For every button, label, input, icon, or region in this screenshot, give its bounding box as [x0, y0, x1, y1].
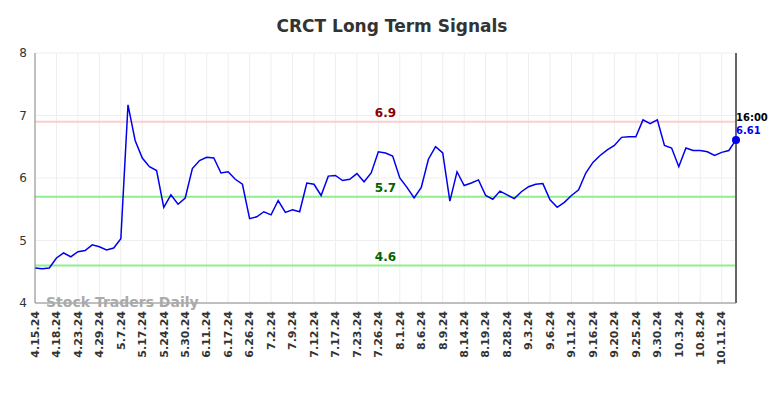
svg-text:5.24.24: 5.24.24 [158, 311, 171, 358]
html-text:CRCT Long Term Signals: CRCT Long Term Signals [276, 16, 508, 36]
svg-text:5.7.24: 5.7.24 [115, 311, 128, 350]
svg-text:10.8.24: 10.8.24 [694, 311, 707, 358]
svg-text:9.25.24: 9.25.24 [630, 311, 643, 358]
svg-text:5.17.24: 5.17.24 [136, 311, 149, 358]
svg-text:8.1.24: 8.1.24 [394, 311, 407, 350]
svg-text:7: 7 [19, 109, 27, 123]
svg-text:7.26.24: 7.26.24 [372, 311, 385, 358]
svg-text:6.26.24: 6.26.24 [243, 311, 256, 358]
svg-text:5.7: 5.7 [375, 181, 396, 195]
svg-text:16:00: 16:00 [736, 112, 768, 123]
svg-text:7.17.24: 7.17.24 [329, 311, 342, 358]
svg-text:9.16.24: 9.16.24 [587, 311, 600, 358]
svg-text:8.19.24: 8.19.24 [479, 311, 492, 358]
svg-text:10.11.24: 10.11.24 [716, 311, 729, 366]
svg-text:8.9.24: 8.9.24 [437, 311, 450, 350]
svg-text:9.20.24: 9.20.24 [608, 311, 621, 358]
svg-text:4: 4 [19, 296, 27, 310]
svg-text:6: 6 [19, 171, 27, 185]
svg-text:4.29.24: 4.29.24 [93, 311, 106, 358]
svg-text:7.2.24: 7.2.24 [265, 311, 278, 350]
svg-text:8.14.24: 8.14.24 [458, 311, 471, 358]
svg-text:9.11.24: 9.11.24 [565, 311, 578, 358]
svg-text:5.30.24: 5.30.24 [179, 311, 192, 358]
svg-text:9.6.24: 9.6.24 [544, 311, 557, 350]
svg-text:6.61: 6.61 [736, 125, 761, 136]
svg-text:8.28.24: 8.28.24 [501, 311, 514, 358]
svg-text:4.18.24: 4.18.24 [50, 311, 63, 358]
svg-text:7.9.24: 7.9.24 [286, 311, 299, 350]
svg-text:10.3.24: 10.3.24 [673, 311, 686, 358]
svg-text:5: 5 [19, 234, 27, 248]
svg-text:4.15.24: 4.15.24 [29, 311, 42, 358]
svg-text:6.17.24: 6.17.24 [222, 311, 235, 358]
svg-text:6.11.24: 6.11.24 [200, 311, 213, 358]
svg-text:7.23.24: 7.23.24 [351, 311, 364, 358]
svg-text:7.12.24: 7.12.24 [308, 311, 321, 358]
svg-text:4.23.24: 4.23.24 [72, 311, 85, 358]
svg-text:4.6: 4.6 [375, 250, 396, 264]
svg-text:6.9: 6.9 [375, 106, 396, 120]
svg-text:8: 8 [19, 46, 27, 60]
html-text:Stock Traders Daily: Stock Traders Daily [46, 294, 199, 310]
svg-text:9.3.24: 9.3.24 [522, 311, 535, 350]
svg-text:9.30.24: 9.30.24 [651, 311, 664, 358]
svg-text:8.6.24: 8.6.24 [415, 311, 428, 350]
